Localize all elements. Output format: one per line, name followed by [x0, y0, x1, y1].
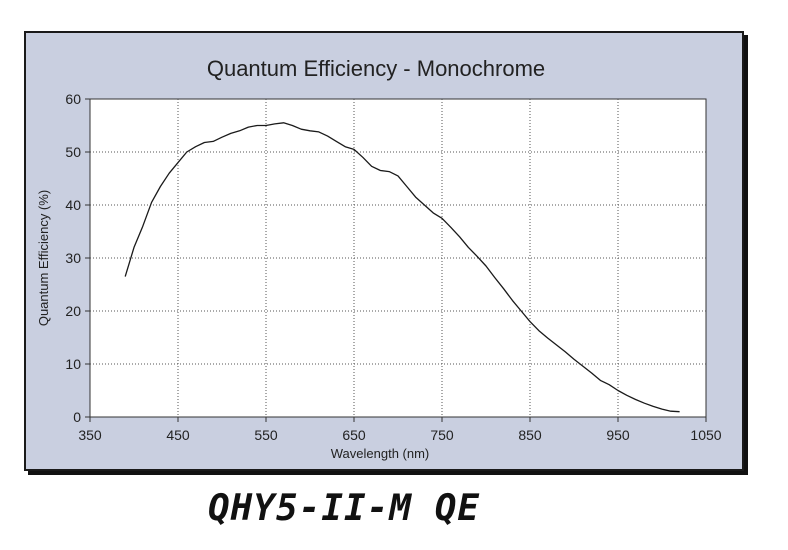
y-tick-label: 10 — [65, 356, 81, 372]
qe-curve-line — [124, 122, 680, 413]
y-tick-label: 0 — [73, 409, 81, 425]
x-tick-label: 750 — [430, 427, 454, 443]
y-tick-label: 50 — [65, 144, 81, 160]
y-tick-label: 40 — [65, 197, 81, 213]
plot-area — [89, 98, 707, 418]
x-tick-label: 350 — [78, 427, 102, 443]
grid-lines — [90, 99, 706, 417]
tick-labels: 350 450 550 650 750 850 950 1050 0 10 20 30 40 50 60 — [65, 91, 721, 443]
y-tick-label: 30 — [65, 250, 81, 266]
chart-svg: Quantum Efficiency - Monochrome 350 450 55… — [36, 56, 722, 461]
caption: QHY5-II-M QE — [208, 488, 481, 529]
chart-panel: Quantum Efficiency - Monochrome 350 450 55… — [24, 31, 744, 471]
x-axis-label: Wavelength (nm) — [331, 446, 430, 461]
y-tick-label: 60 — [65, 91, 81, 107]
x-tick-label: 550 — [254, 427, 278, 443]
x-tick-label: 450 — [166, 427, 190, 443]
x-tick-label: 650 — [342, 427, 366, 443]
x-tick-label: 850 — [518, 427, 542, 443]
x-tick-label: 1050 — [690, 427, 721, 443]
chart-title: Quantum Efficiency - Monochrome — [207, 56, 545, 81]
x-tick-label: 950 — [606, 427, 630, 443]
series-lines — [124, 122, 680, 413]
y-axis-label: Quantum Efficiency (%) — [36, 190, 51, 326]
y-tick-label: 20 — [65, 303, 81, 319]
